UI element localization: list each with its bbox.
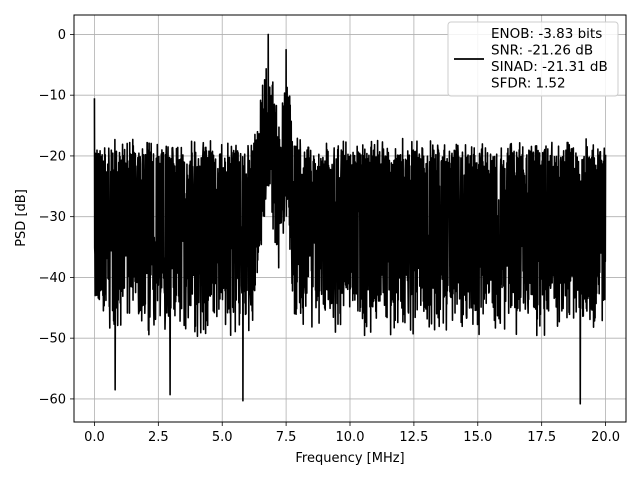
- x-tick-label: 5.0: [212, 430, 233, 445]
- ticks: 0.0 2.5 5.0 7.5 10.0 12.5 15.0 17.5 20.0 0 −10 −20 −…: [39, 28, 620, 445]
- y-tick-label: −50: [39, 332, 66, 347]
- x-tick-label: 20.0: [591, 430, 620, 445]
- x-tick-label: 7.5: [276, 430, 297, 445]
- y-tick-label: −20: [39, 149, 66, 164]
- x-tick-label: 0.0: [84, 430, 105, 445]
- x-tick-label: 17.5: [527, 430, 556, 445]
- x-axis-label: Frequency [MHz]: [295, 451, 404, 466]
- x-tick-label: 12.5: [399, 430, 428, 445]
- y-tick-label: −10: [39, 89, 66, 104]
- y-tick-label: 0: [58, 28, 66, 43]
- y-axis-label: PSD [dB]: [14, 189, 29, 247]
- x-tick-label: 10.0: [336, 430, 365, 445]
- legend-line-3: SINAD: -21.31 dB: [491, 59, 608, 75]
- y-tick-label: −30: [39, 210, 66, 225]
- legend-line-4: SFDR: 1.52: [491, 76, 566, 92]
- x-tick-label: 15.0: [463, 430, 492, 445]
- legend-line-1: ENOB: -3.83 bits: [491, 26, 602, 42]
- x-tick-label: 2.5: [148, 430, 169, 445]
- legend-box: [447, 21, 619, 97]
- legend: ENOB: -3.83 bits SNR: -21.26 dB SINAD: -21…: [447, 21, 619, 97]
- psd-series-line: [93, 33, 607, 405]
- y-tick-label: −60: [39, 392, 66, 407]
- legend-line-2: SNR: -21.26 dB: [491, 43, 593, 59]
- legend-entry: ENOB: -3.83 bits SNR: -21.26 dB SINAD: -21…: [491, 26, 608, 92]
- plot-area: [93, 33, 607, 405]
- y-tick-label: −40: [39, 271, 66, 286]
